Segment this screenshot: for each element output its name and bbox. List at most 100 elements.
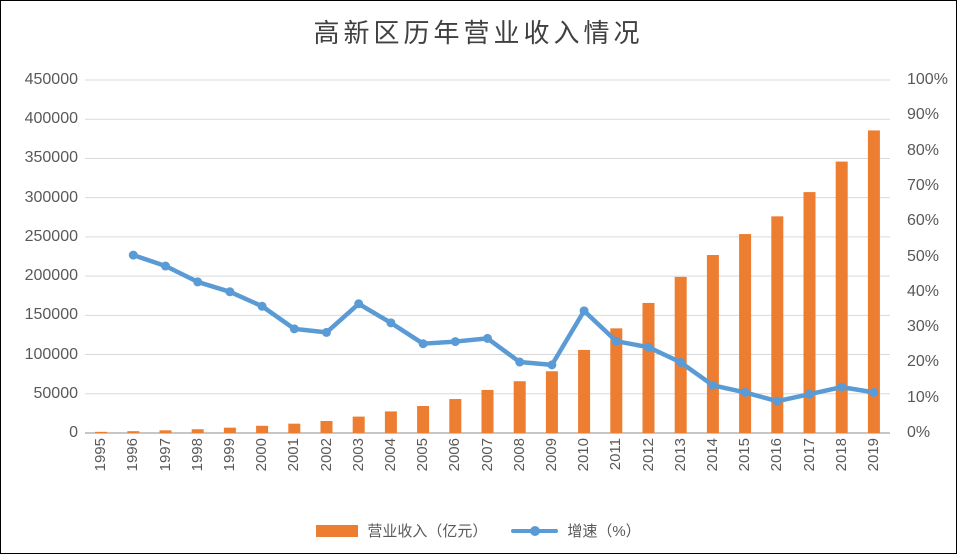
x-axis-label-2009: 2009 bbox=[542, 438, 560, 472]
legend: 营业收入（亿元） 增速（%） bbox=[1, 520, 956, 541]
marker-1996 bbox=[128, 250, 138, 260]
marker-2018 bbox=[837, 382, 847, 392]
x-axis-label-1996: 1996 bbox=[124, 438, 142, 472]
x-axis-label-2010: 2010 bbox=[575, 438, 593, 472]
marker-1999 bbox=[225, 287, 235, 297]
bar-2011 bbox=[610, 328, 623, 433]
y-axis-left-label-250000: 250000 bbox=[24, 227, 78, 245]
growth-line bbox=[131, 252, 877, 404]
marker-2019 bbox=[869, 387, 879, 397]
bar-2012 bbox=[642, 302, 655, 433]
y-axis-left-label-100000: 100000 bbox=[24, 345, 78, 363]
bar-2018 bbox=[835, 161, 848, 434]
x-axis-label-2006: 2006 bbox=[446, 438, 464, 472]
x-axis-label-2008: 2008 bbox=[510, 438, 528, 472]
marker-2013 bbox=[676, 357, 686, 367]
x-axis-label-2001: 2001 bbox=[285, 438, 303, 472]
bar-2004 bbox=[384, 411, 397, 433]
x-axis-label-1995: 1995 bbox=[92, 438, 110, 472]
bar-2014 bbox=[706, 255, 719, 433]
bar-1998 bbox=[191, 429, 204, 433]
bar-2010 bbox=[578, 349, 591, 433]
bar-2003 bbox=[352, 416, 365, 433]
bar-2001 bbox=[288, 423, 301, 433]
y-axis-left-label-50000: 50000 bbox=[33, 384, 79, 402]
legend-label-revenue: 营业收入（亿元） bbox=[367, 523, 488, 540]
bar-2009 bbox=[545, 371, 558, 433]
marker-2003 bbox=[354, 299, 364, 309]
x-axis-label-2019: 2019 bbox=[864, 438, 882, 472]
marker-2002 bbox=[322, 327, 331, 337]
y-axis-left-label-150000: 150000 bbox=[24, 306, 78, 324]
y-axis-right-label-90: 90% bbox=[907, 106, 940, 124]
y-axis-left-label-200000: 200000 bbox=[24, 267, 78, 285]
bar-2006 bbox=[449, 399, 462, 433]
bar-2016 bbox=[771, 216, 784, 433]
marker-2016 bbox=[772, 396, 782, 406]
marker-2010 bbox=[579, 306, 589, 316]
marker-2011 bbox=[611, 336, 621, 346]
x-axis-label-2012: 2012 bbox=[639, 438, 657, 472]
y-axis-right-label-100: 100% bbox=[907, 71, 948, 88]
y-axis-right-label-50: 50% bbox=[907, 247, 940, 265]
bar-2002 bbox=[320, 420, 333, 433]
x-axis-label-2003: 2003 bbox=[349, 438, 367, 472]
bar-2019 bbox=[867, 130, 880, 434]
bar-1995 bbox=[95, 431, 108, 433]
marker-2008 bbox=[515, 357, 525, 367]
marker-1997 bbox=[161, 261, 170, 271]
line-swatch-icon bbox=[511, 525, 559, 537]
marker-2014 bbox=[708, 380, 718, 390]
bar-2017 bbox=[803, 192, 816, 433]
y-axis-left-label-450000: 450000 bbox=[24, 71, 78, 88]
bar-2008 bbox=[513, 381, 526, 433]
bar-1999 bbox=[223, 427, 236, 433]
bar-2007 bbox=[481, 389, 494, 433]
x-axis-label-1997: 1997 bbox=[156, 438, 174, 472]
x-axis-label-2007: 2007 bbox=[478, 438, 496, 472]
y-axis-right-label-60: 60% bbox=[907, 212, 940, 230]
x-axis-label-2013: 2013 bbox=[671, 438, 689, 472]
marker-2005 bbox=[418, 339, 428, 349]
x-axis-label-2002: 2002 bbox=[317, 438, 335, 472]
chart-title: 高新区历年营业收入情况 bbox=[313, 19, 644, 48]
y-axis-right-label-80: 80% bbox=[907, 141, 940, 159]
x-axis-label-2016: 2016 bbox=[768, 438, 786, 472]
legend-item-growth: 增速（%） bbox=[511, 520, 641, 541]
y-axis-left-label-300000: 300000 bbox=[24, 188, 78, 206]
legend-label-growth: 增速（%） bbox=[567, 523, 641, 540]
y-axis-left-label-350000: 350000 bbox=[24, 149, 78, 167]
bar-1996 bbox=[127, 431, 140, 433]
x-axis-label-2018: 2018 bbox=[832, 438, 850, 472]
marker-2000 bbox=[257, 301, 267, 311]
bar-2015 bbox=[739, 234, 752, 433]
x-axis-label-2005: 2005 bbox=[414, 438, 432, 472]
x-axis-label-2015: 2015 bbox=[736, 438, 754, 472]
y-axis-left-label-400000: 400000 bbox=[24, 110, 78, 128]
x-axis-label-2000: 2000 bbox=[253, 438, 271, 472]
x-axis-label-2011: 2011 bbox=[607, 438, 625, 471]
bar-2013 bbox=[674, 276, 687, 433]
bar-2000 bbox=[256, 425, 269, 433]
line-swatch-marker bbox=[530, 525, 541, 536]
legend-item-revenue: 营业收入（亿元） bbox=[316, 520, 487, 541]
x-axis-label-1998: 1998 bbox=[188, 438, 206, 472]
bar-2005 bbox=[417, 406, 430, 433]
marker-2007 bbox=[483, 333, 492, 343]
y-axis-right-label-70: 70% bbox=[907, 176, 940, 194]
x-axis-label-2017: 2017 bbox=[800, 438, 818, 472]
marker-2001 bbox=[289, 324, 299, 334]
marker-2006 bbox=[450, 337, 460, 347]
y-axis-left-label-0: 0 bbox=[69, 424, 78, 441]
marker-2009 bbox=[547, 360, 557, 370]
x-axis-label-2014: 2014 bbox=[703, 438, 721, 472]
marker-2004 bbox=[386, 318, 396, 328]
x-axis-label-1999: 1999 bbox=[220, 438, 238, 472]
bar-1997 bbox=[159, 430, 172, 433]
marker-2017 bbox=[805, 389, 814, 399]
y-axis-right-label-20: 20% bbox=[907, 353, 940, 371]
marker-2012 bbox=[644, 342, 653, 352]
marker-2015 bbox=[740, 387, 750, 397]
y-axis-right-label-10: 10% bbox=[907, 388, 940, 406]
